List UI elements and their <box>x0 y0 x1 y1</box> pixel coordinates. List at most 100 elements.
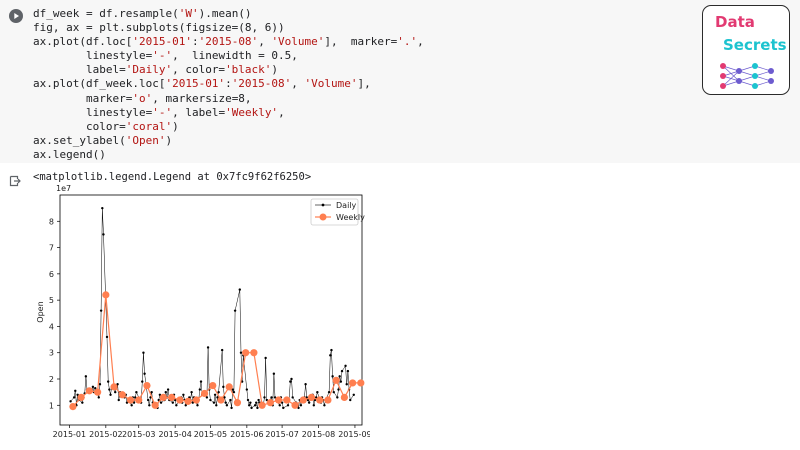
weekly-point <box>135 396 143 404</box>
legend: Daily Weekly <box>310 198 365 226</box>
y-tick-label: 7 <box>49 244 54 253</box>
weekly-point <box>258 401 266 409</box>
daily-point <box>344 364 347 368</box>
output-redirect-icon <box>9 175 21 187</box>
neural-network-icon <box>720 63 774 89</box>
weekly-point <box>143 381 151 390</box>
weekly-point <box>110 383 118 391</box>
x-tick-label: 2015-08 <box>302 430 335 439</box>
daily-point <box>198 388 202 391</box>
daily-point <box>184 404 187 407</box>
run-cell-button[interactable] <box>9 9 23 23</box>
weekly-point <box>250 349 258 357</box>
daily-point <box>72 396 76 399</box>
daily-point <box>222 385 225 389</box>
daily-point <box>349 398 352 402</box>
daily-point <box>148 404 151 407</box>
weekly-point <box>324 396 332 404</box>
y-tick-label: 6 <box>49 270 54 279</box>
weekly-point <box>266 399 274 407</box>
weekly-point <box>348 379 357 387</box>
daily-point <box>245 388 249 391</box>
daily-point <box>232 390 236 394</box>
daily-point <box>339 380 343 383</box>
daily-point <box>206 346 210 349</box>
weekly-point <box>151 401 159 409</box>
daily-point <box>270 396 273 399</box>
y-tick-label: 4 <box>49 322 54 331</box>
weekly-point <box>118 391 126 399</box>
weekly-point <box>316 396 324 404</box>
weekly-point <box>159 393 168 401</box>
logo-word-data: Data <box>715 13 755 31</box>
y-tick-label: 8 <box>49 217 54 226</box>
daily-point <box>196 404 199 407</box>
daily-point <box>150 390 153 394</box>
y-axis-label: Open <box>36 301 45 322</box>
code-line: label='Daily', color='black') <box>33 63 279 77</box>
daily-point <box>312 404 316 407</box>
x-tick-label: 2015-02 <box>89 430 122 439</box>
code-line: color='coral') <box>33 119 179 133</box>
daily-point <box>171 401 175 404</box>
daily-point <box>166 388 170 391</box>
y-tick-label: 2 <box>49 375 54 384</box>
code-editor[interactable]: df_week = df.resample('W').mean() fig, a… <box>33 7 424 162</box>
daily-point <box>182 393 185 396</box>
weekly-point <box>209 381 217 390</box>
daily-point <box>101 206 104 210</box>
daily-point <box>69 400 72 403</box>
daily-point <box>224 401 227 404</box>
daily-point <box>256 406 259 410</box>
plot-area <box>59 194 363 426</box>
daily-point <box>199 380 203 383</box>
daily-point <box>109 393 112 396</box>
daily-point <box>108 388 111 391</box>
daily-point <box>209 398 212 402</box>
weekly-point <box>102 291 110 299</box>
daily-point <box>190 390 193 394</box>
daily-point <box>220 348 224 352</box>
weekly-point <box>176 396 184 404</box>
daily-point <box>249 401 252 404</box>
weekly-point <box>307 393 316 401</box>
daily-point <box>239 351 243 354</box>
weekly-point <box>192 396 200 404</box>
output-menu-button[interactable] <box>9 172 21 191</box>
x-tick-label: 2015-07 <box>265 430 298 439</box>
legend-weekly-marker <box>319 213 327 221</box>
daily-point <box>135 390 138 394</box>
daily-point <box>304 383 307 386</box>
play-icon <box>14 13 19 19</box>
code-line: fig, ax = plt.subplots(figsize=(8, 6)) <box>33 21 285 35</box>
weekly-point <box>340 393 348 401</box>
weekly-point <box>291 401 299 409</box>
daily-point <box>143 372 146 375</box>
daily-point <box>164 390 167 394</box>
code-cell[interactable]: df_week = df.resample('W').mean() fig, a… <box>0 0 800 163</box>
daily-point <box>332 390 335 394</box>
daily-point <box>337 388 340 391</box>
y-tick-label: 3 <box>49 349 54 358</box>
code-line: linestyle='-', linewidth = 0.5, <box>33 49 298 63</box>
daily-point <box>282 406 285 410</box>
daily-point <box>74 389 77 393</box>
daily-point <box>94 387 97 390</box>
code-line: ax.set_ylabel('Open') <box>33 133 173 147</box>
axis-ticks: 2015-01 2015-02 2015-03 2015-04 2015-05 2015-… <box>49 217 370 439</box>
daily-point <box>141 380 144 383</box>
line-chart: 1e7 Open 2015-01 2015-02 2015-03 2015-04 201… <box>36 184 370 439</box>
daily-point <box>205 396 209 399</box>
daily-point <box>98 383 102 386</box>
y-tick-label: 1 <box>49 401 54 410</box>
daily-point <box>225 404 229 407</box>
daily-point <box>346 369 350 373</box>
x-tick-label: 2015-04 <box>158 430 191 439</box>
daily-point <box>215 404 218 407</box>
code-line: ax.legend() <box>33 147 106 161</box>
daily-point <box>142 351 145 354</box>
daily-point <box>255 401 258 404</box>
x-tick-label: 2015-01 <box>53 430 86 439</box>
daily-point <box>291 396 294 399</box>
daily-point <box>233 309 237 312</box>
